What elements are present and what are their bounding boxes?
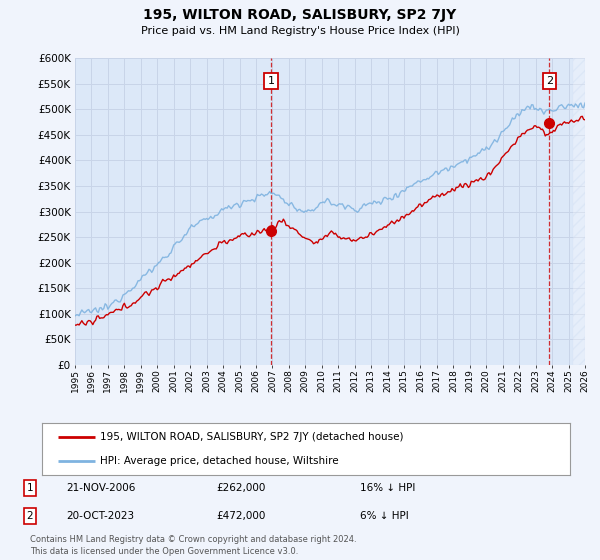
Text: 2: 2: [546, 76, 553, 86]
Text: Contains HM Land Registry data © Crown copyright and database right 2024.
This d: Contains HM Land Registry data © Crown c…: [30, 535, 356, 556]
Text: 195, WILTON ROAD, SALISBURY, SP2 7JY: 195, WILTON ROAD, SALISBURY, SP2 7JY: [143, 8, 457, 22]
Text: 1: 1: [268, 76, 275, 86]
Text: 6% ↓ HPI: 6% ↓ HPI: [360, 511, 409, 521]
Text: Price paid vs. HM Land Registry's House Price Index (HPI): Price paid vs. HM Land Registry's House …: [140, 26, 460, 36]
Text: £472,000: £472,000: [216, 511, 265, 521]
Text: HPI: Average price, detached house, Wiltshire: HPI: Average price, detached house, Wilt…: [100, 456, 339, 466]
Text: 21-NOV-2006: 21-NOV-2006: [66, 483, 136, 493]
Text: £262,000: £262,000: [216, 483, 265, 493]
Text: 20-OCT-2023: 20-OCT-2023: [66, 511, 134, 521]
Text: 16% ↓ HPI: 16% ↓ HPI: [360, 483, 415, 493]
Text: 1: 1: [26, 483, 34, 493]
Text: 2: 2: [26, 511, 34, 521]
Text: 195, WILTON ROAD, SALISBURY, SP2 7JY (detached house): 195, WILTON ROAD, SALISBURY, SP2 7JY (de…: [100, 432, 404, 442]
